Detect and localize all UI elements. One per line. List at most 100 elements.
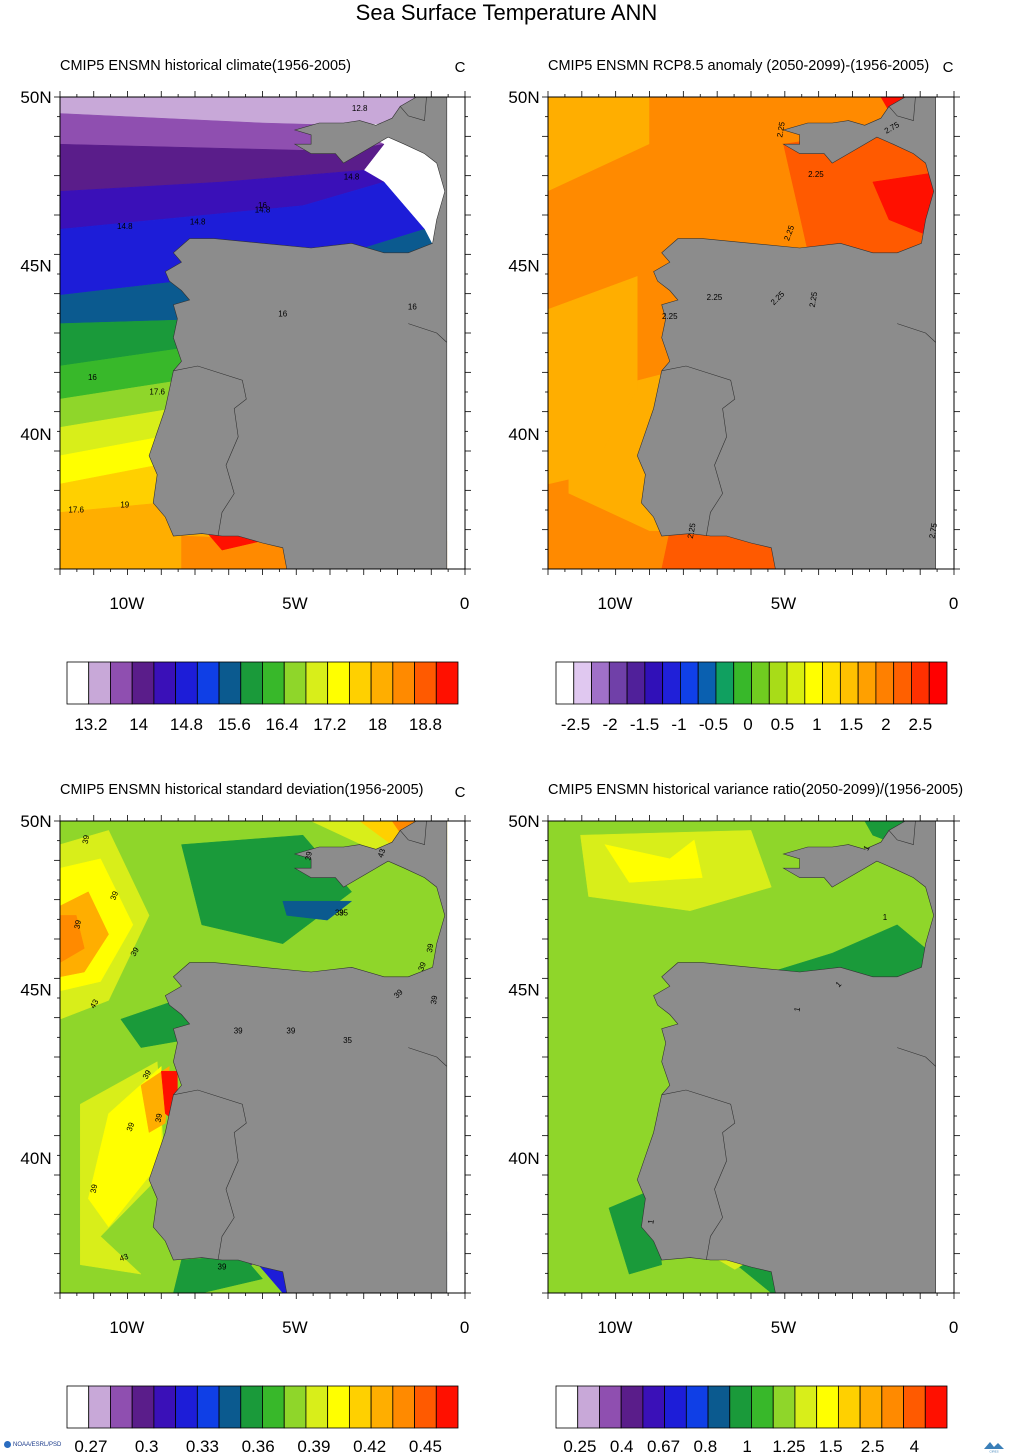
colorbar-swatch: [620, 1385, 644, 1429]
contour-label: 1: [862, 843, 872, 852]
panel-corner-label: C: [455, 784, 466, 801]
land-mass-north: [399, 821, 427, 845]
colorbar-swatch: [875, 661, 895, 705]
border-line: [897, 1047, 936, 1067]
colorbar-swatch: [218, 661, 242, 705]
panel-corner-label: C: [455, 59, 466, 76]
lon-label: 10W: [598, 1318, 633, 1337]
contour-label: 14.8: [255, 206, 271, 215]
colorbar-swatch: [664, 1385, 687, 1429]
lon-label: 0: [460, 594, 469, 613]
colorbar-label: 0.4: [610, 1437, 634, 1455]
colorbar-label: 0.33: [186, 1437, 219, 1455]
panel-corner-label: C: [943, 59, 954, 76]
contour-label: 43: [118, 1252, 130, 1264]
colorbar-swatch: [153, 1385, 177, 1429]
lat-label: 45N: [508, 981, 539, 1000]
noaa-logo: NOAA/ESRL/PSD: [4, 1441, 61, 1448]
contour-label: 39: [234, 1026, 243, 1035]
border-line: [408, 1047, 448, 1067]
land-mass-north: [399, 97, 427, 121]
colorbar-swatch: [911, 661, 930, 705]
colorbar-label: 18: [368, 715, 387, 734]
lon-label: 10W: [598, 594, 633, 613]
contour-fill: [548, 276, 638, 485]
lat-label: 50N: [20, 812, 51, 831]
contour-label: 17.6: [149, 387, 165, 396]
contour-label: 14.8: [117, 222, 133, 231]
colorbar-swatch: [348, 661, 372, 705]
colorbar-swatch: [110, 1385, 133, 1429]
colorbar-label: -1: [671, 715, 686, 734]
colorbar-swatch: [555, 1385, 579, 1429]
contour-label: 39: [218, 1262, 227, 1271]
colorbar-swatch: [414, 1385, 437, 1429]
contour-label: 39: [425, 942, 436, 953]
colorbar-swatch: [305, 661, 329, 705]
noaa-emblem-icon: [4, 1441, 11, 1448]
contour-label: 2.25: [808, 291, 820, 308]
colorbar-label: 0.25: [563, 1437, 596, 1455]
border-line: [661, 365, 736, 537]
colorbar-label: -2: [602, 715, 617, 734]
land-mass: [636, 821, 937, 1293]
contour-label: 14.8: [190, 217, 206, 226]
contour-label: 1: [646, 1218, 656, 1224]
noaa-logo-text: NOAA/ESRL/PSD: [13, 1442, 62, 1449]
lon-label: 10W: [109, 1318, 144, 1337]
contour-label: 39: [109, 889, 121, 901]
contour-label: 12.8: [352, 104, 368, 113]
map-plot-area: 1 1 1 1 1: [548, 821, 954, 1293]
colorbar-label: 18.8: [409, 715, 442, 734]
colorbar-swatch: [196, 661, 220, 705]
colorbar-swatch: [110, 661, 133, 705]
colorbar-swatch: [131, 661, 155, 705]
colorbar-label: 0.27: [74, 1437, 107, 1455]
colorbar-swatch: [327, 1385, 350, 1429]
panel-title: CMIP5 ENSMN historical variance ratio(20…: [548, 782, 963, 798]
lat-label: 40N: [20, 1149, 51, 1168]
colorbar-swatch: [729, 1385, 752, 1429]
colorbar-swatch: [680, 661, 699, 705]
colorbar-swatch: [348, 1385, 372, 1429]
colorbar-swatch: [240, 1385, 263, 1429]
contour-label: 2.75: [927, 522, 939, 539]
colorbar-swatch: [772, 1385, 796, 1429]
colorbar-label: 0: [743, 715, 752, 734]
colorbar-swatch: [555, 661, 575, 705]
map-panel-1: CMIP5 ENSMN historical climate(1956-2005…: [20, 58, 471, 734]
land-mass-north: [888, 821, 916, 845]
contour-label: 35: [339, 908, 348, 917]
colorbar-label: 0.39: [297, 1437, 330, 1455]
lon-label: 0: [949, 1318, 958, 1337]
contour-label: 39: [303, 850, 314, 861]
colorbar-swatch: [924, 1385, 948, 1429]
colorbar-swatch: [816, 1385, 839, 1429]
colorbar-swatch: [370, 661, 394, 705]
colorbar-swatch: [283, 1385, 307, 1429]
lon-label: 0: [949, 594, 958, 613]
lon-label: 0: [460, 1318, 469, 1337]
colorbar-swatch: [707, 1385, 731, 1429]
colorbar-swatch: [196, 1385, 220, 1429]
contour-fill: [88, 1065, 162, 1228]
colorbar-label: 0.67: [647, 1437, 680, 1455]
lat-label: 45N: [20, 257, 51, 276]
contour-label: 39: [154, 1112, 165, 1123]
colorbar-label: 2: [881, 715, 890, 734]
colorbar-swatch: [804, 661, 823, 705]
colorbar-swatch: [577, 1385, 600, 1429]
colorbar-label: 0.45: [409, 1437, 442, 1455]
panel-title: CMIP5 ENSMN RCP8.5 anomaly (2050-2099)-(…: [548, 58, 929, 74]
colorbar-swatch: [435, 1385, 459, 1429]
colorbar-swatch: [786, 661, 806, 705]
contour-label: 2.25: [686, 522, 698, 539]
border-line: [408, 323, 448, 343]
colorbar-swatch: [153, 661, 177, 705]
land-mass: [148, 97, 448, 569]
svg-text:CIRES: CIRES: [989, 1450, 998, 1454]
colorbar-swatch: [240, 661, 263, 705]
colorbar-swatch: [768, 661, 788, 705]
colorbar-swatch: [327, 661, 350, 705]
